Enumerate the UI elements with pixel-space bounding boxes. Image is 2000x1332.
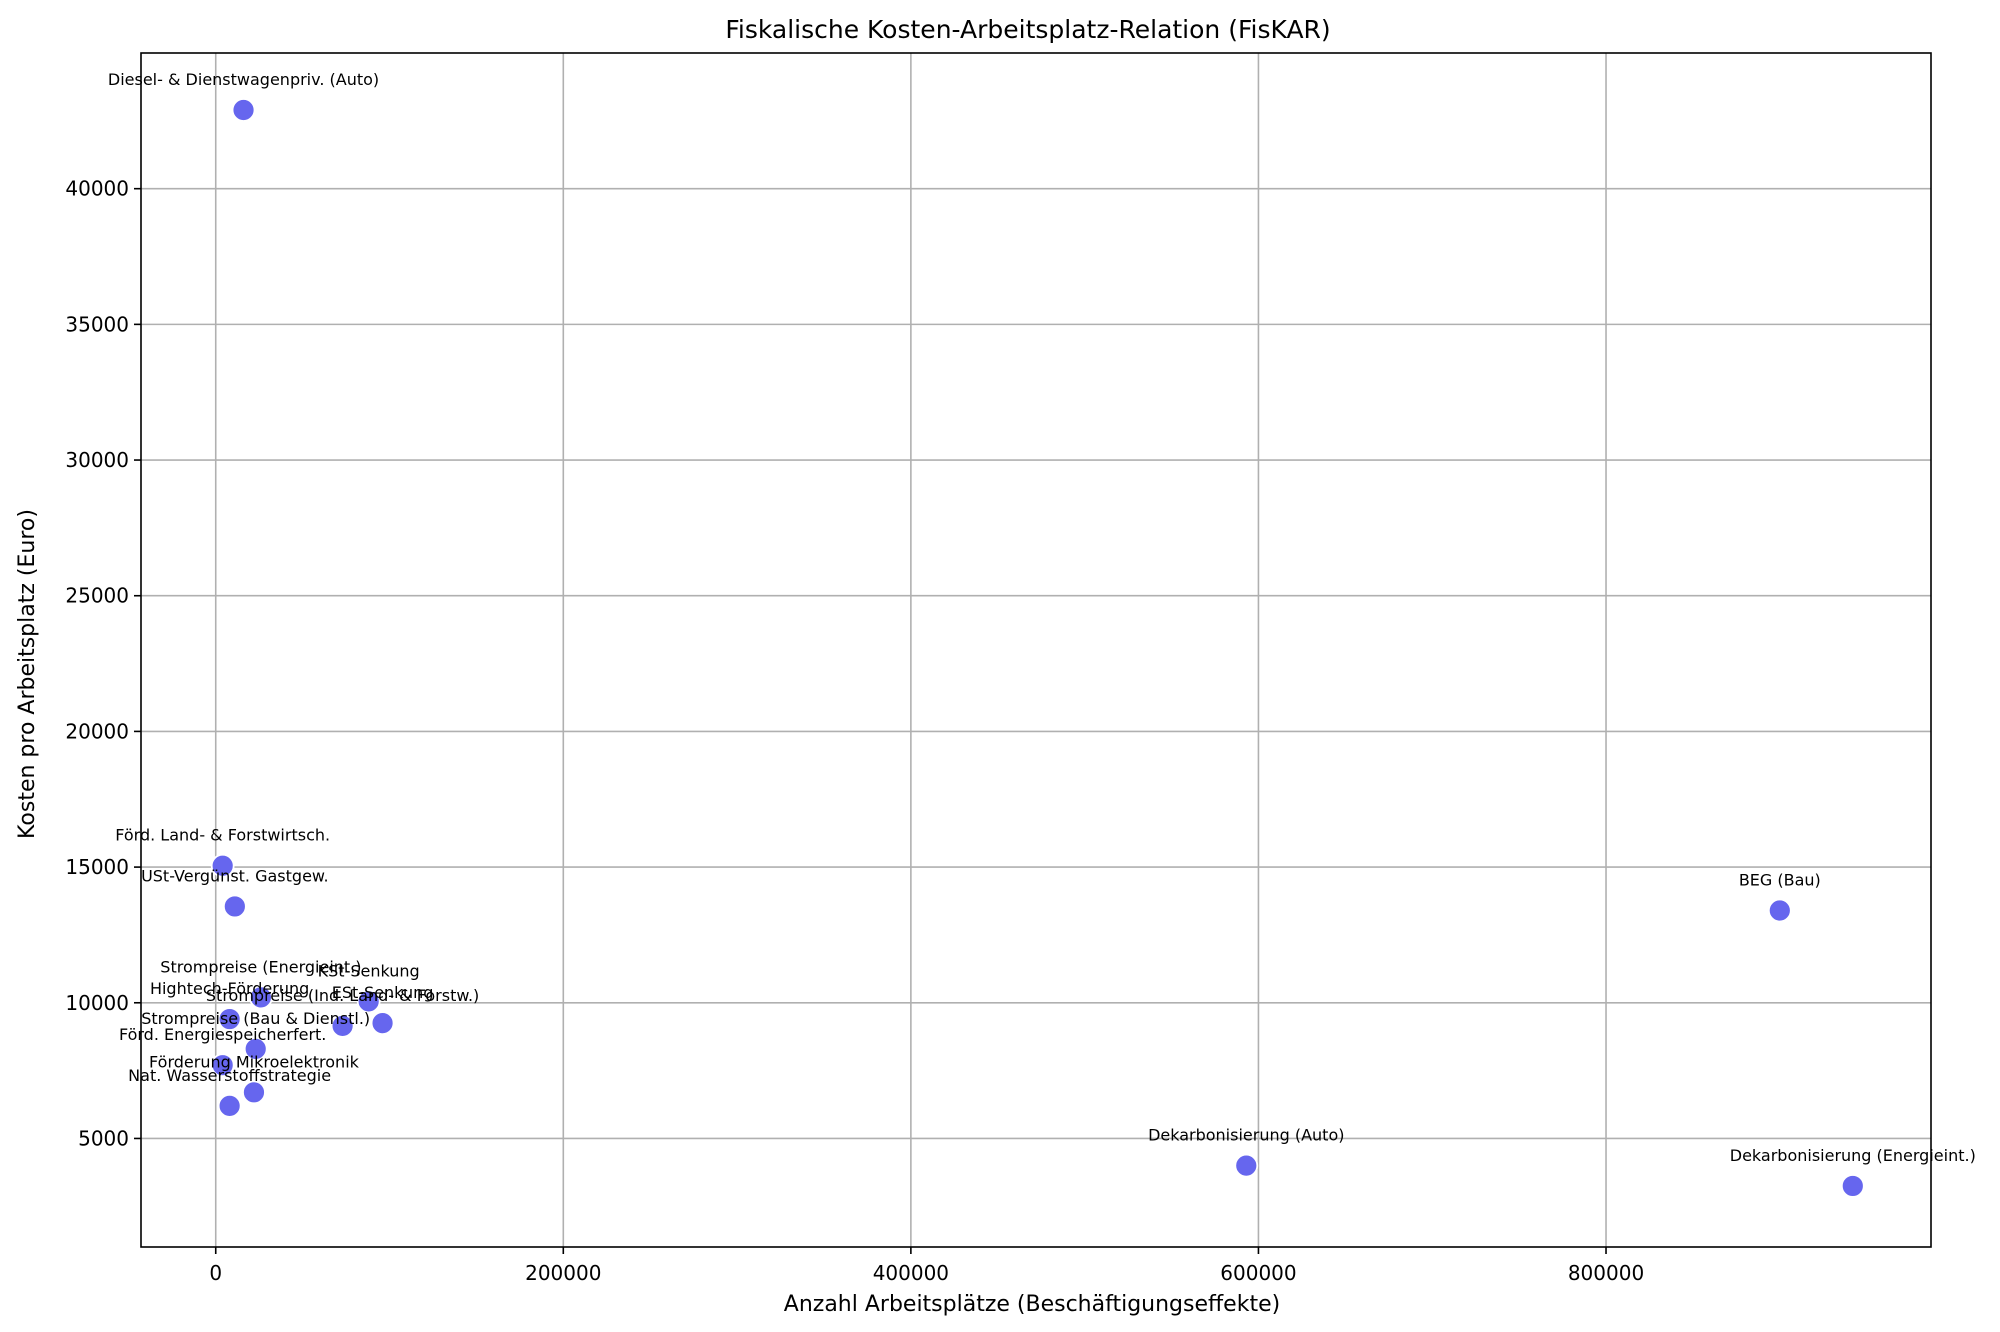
y-tick-label: 35000	[65, 312, 129, 336]
x-tick-label: 200000	[525, 1261, 601, 1285]
data-point-label: Förd. Energiespeicherfert.	[119, 1025, 326, 1044]
data-point	[243, 1037, 268, 1061]
x-axis-label: Anzahl Arbeitsplätze (Beschäftigungseffe…	[784, 1292, 1280, 1317]
data-point	[330, 1013, 355, 1038]
y-tick-label: 25000	[65, 584, 129, 608]
data-point-label: Strompreise (Bau & Dienstl.)	[141, 1009, 370, 1028]
y-tick-label: 40000	[65, 177, 129, 201]
y-tick-label: 5000	[78, 1126, 129, 1150]
data-point	[217, 1007, 242, 1031]
data-point	[1840, 1174, 1865, 1198]
data-point	[231, 98, 256, 122]
data-point-label: Förd. Land- & Forstwirtsch.	[115, 826, 330, 845]
y-tick-label: 10000	[65, 991, 129, 1015]
y-axis-label: Kosten pro Arbeitsplatz (Euro)	[15, 509, 40, 839]
data-point-label: ESt-Senkung	[332, 983, 434, 1002]
data-point	[249, 985, 273, 1010]
data-point-label: KSt-Senkung	[318, 961, 420, 980]
data-point-label: BEG (Bau)	[1739, 871, 1821, 890]
data-point-label: Dekarbonisierung (Energieint.)	[1730, 1146, 1976, 1165]
data-point	[217, 1093, 242, 1118]
data-point	[356, 989, 381, 1014]
data-point-label: Hightech-Förderung	[150, 979, 309, 998]
chart-title: Fiskalische Kosten-Arbeitsplatz-Relation…	[725, 15, 1330, 44]
y-tick-label: 30000	[65, 448, 129, 472]
data-point	[1767, 898, 1792, 923]
data-point	[222, 894, 247, 919]
data-point-label: USt-Vergünst. Gastgew.	[141, 866, 329, 885]
data-point	[370, 1011, 395, 1036]
x-tick-label: 800000	[1568, 1261, 1644, 1285]
data-point	[242, 1080, 266, 1105]
data-point	[210, 1053, 235, 1078]
point-annotations: Diesel- & Dienstwagenpriv. (Auto) Förd. L…	[108, 70, 1976, 1165]
data-point-label: Nat. Wasserstoffstrategie	[128, 1066, 331, 1085]
data-point-label: Förderung Mikroelektronik	[149, 1052, 360, 1071]
plot-frame	[140, 52, 1932, 1248]
y-tick-label: 20000	[65, 719, 129, 743]
x-tick-label: 0	[209, 1261, 222, 1285]
data-points	[210, 98, 1865, 1198]
data-point	[1234, 1153, 1259, 1178]
data-point-label: Dekarbonisierung (Auto)	[1148, 1126, 1344, 1145]
axis-ticks: 0 200000 400000 600000 800000 5000 10000 15000 2…	[65, 177, 1644, 1285]
data-point-label: Strompreise (Ind. Land- & Forstw.)	[206, 986, 479, 1005]
x-tick-label: 600000	[1220, 1261, 1296, 1285]
data-point-label: Diesel- & Dienstwagenpriv. (Auto)	[108, 70, 379, 89]
data-point-label: Strompreise (Energieint.)	[160, 957, 361, 976]
data-point	[210, 853, 235, 878]
grid-lines	[141, 53, 1931, 1247]
y-tick-label: 15000	[65, 855, 129, 879]
x-tick-label: 400000	[873, 1261, 949, 1285]
